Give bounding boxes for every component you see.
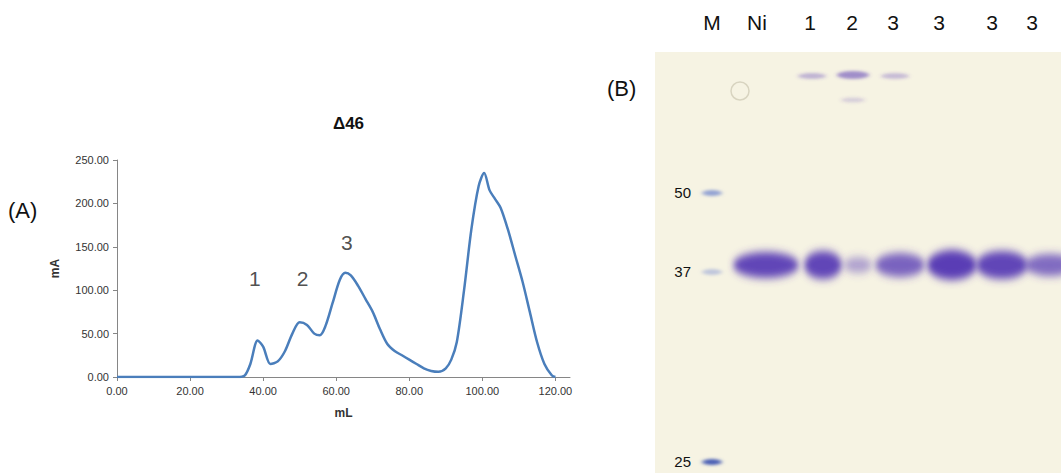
svg-text:3: 3 bbox=[887, 11, 899, 34]
svg-text:Δ46: Δ46 bbox=[333, 114, 364, 133]
svg-text:Ni: Ni bbox=[747, 11, 767, 34]
svg-text:M: M bbox=[703, 11, 721, 34]
html-text:(B): (B) bbox=[607, 76, 637, 101]
svg-text:50: 50 bbox=[674, 184, 691, 201]
svg-text:37: 37 bbox=[674, 263, 691, 280]
svg-text:3: 3 bbox=[933, 11, 945, 34]
svg-text:3: 3 bbox=[1026, 11, 1038, 34]
svg-text:2: 2 bbox=[846, 11, 858, 34]
svg-text:0.00: 0.00 bbox=[106, 385, 127, 397]
svg-text:250.00: 250.00 bbox=[75, 154, 109, 166]
svg-text:1: 1 bbox=[249, 267, 261, 290]
svg-text:25: 25 bbox=[674, 453, 691, 470]
svg-text:50.00: 50.00 bbox=[81, 328, 109, 340]
svg-text:1: 1 bbox=[804, 11, 816, 34]
svg-text:3: 3 bbox=[341, 231, 353, 254]
svg-text:60.00: 60.00 bbox=[322, 385, 350, 397]
svg-text:80.00: 80.00 bbox=[395, 385, 423, 397]
svg-text:40.00: 40.00 bbox=[249, 385, 277, 397]
svg-text:100.00: 100.00 bbox=[75, 284, 109, 296]
svg-text:20.00: 20.00 bbox=[176, 385, 204, 397]
svg-text:mA: mA bbox=[48, 259, 62, 279]
svg-text:2: 2 bbox=[297, 267, 309, 290]
svg-text:200.00: 200.00 bbox=[75, 197, 109, 209]
svg-text:120.00: 120.00 bbox=[539, 385, 573, 397]
svg-text:3: 3 bbox=[986, 11, 998, 34]
html-text:(A): (A) bbox=[8, 198, 38, 223]
svg-text:0.00: 0.00 bbox=[88, 371, 109, 383]
svg-text:100.00: 100.00 bbox=[465, 385, 499, 397]
svg-text:150.00: 150.00 bbox=[75, 241, 109, 253]
svg-text:mL: mL bbox=[335, 406, 353, 420]
